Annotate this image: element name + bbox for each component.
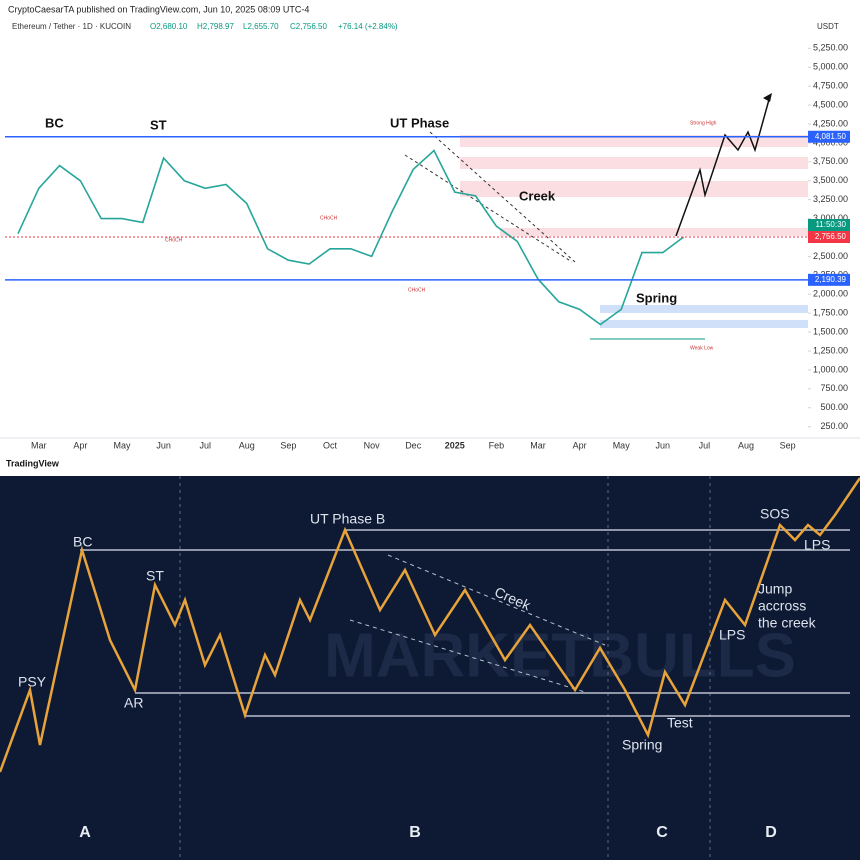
y-tick-label: 4,250.00 — [813, 118, 848, 128]
diagram-note: accross — [758, 598, 806, 614]
diagram-label: Test — [667, 715, 693, 731]
phase: D — [765, 824, 777, 841]
x-tick-label: Mar — [530, 440, 546, 450]
range-lines — [80, 529, 850, 717]
diagram-label: AR — [124, 695, 143, 711]
diagram-label: ST — [146, 568, 164, 584]
phase: A — [79, 824, 91, 841]
x-tick-label: Dec — [405, 440, 422, 450]
channel — [429, 131, 576, 263]
ohlc: O2,680.10 — [150, 22, 188, 31]
x-tick-label: Jun — [156, 440, 171, 450]
y-tick-label: 5,250.00 — [813, 43, 848, 53]
diagram-note: the creek — [758, 615, 817, 631]
y-tick-label: 1,000.00 — [813, 364, 848, 374]
x-tick-label: Jul — [199, 440, 211, 450]
diagram-label: LPS — [719, 627, 745, 643]
diagram-label: PSY — [18, 674, 47, 690]
small-label: CHoCH — [320, 215, 338, 221]
y-tick-label: 3,250.00 — [813, 194, 848, 204]
y-tick-label: 4,500.00 — [813, 99, 848, 109]
x-tick-label: 2025 — [445, 440, 465, 450]
zone — [600, 320, 808, 328]
y-tick-label: 1,500.00 — [813, 326, 848, 336]
watermark: MARKETBULLS — [324, 621, 796, 690]
diagram-label: LPS — [804, 537, 830, 553]
price-tag-label: 4,081.50 — [815, 132, 847, 141]
y-tick-label: 2,500.00 — [813, 251, 848, 261]
y-tick-label: 500.00 — [820, 402, 848, 412]
x-tick-label: Apr — [573, 440, 587, 450]
zone — [500, 228, 808, 236]
y-tick-label: 2,000.00 — [813, 289, 848, 299]
small-label: CHoCH — [165, 237, 183, 243]
x-tick-label: Mar — [31, 440, 47, 450]
x-tick-label: Jun — [656, 440, 671, 450]
projection — [675, 95, 771, 237]
zone — [460, 135, 808, 147]
y-tick-label: 5,000.00 — [813, 62, 848, 72]
phase: C — [656, 824, 668, 841]
annotation: Spring — [636, 290, 677, 305]
y-tick-label: 3,000.00 — [813, 213, 848, 223]
x-tick-label: Oct — [323, 440, 338, 450]
diagram-label: SOS — [760, 506, 790, 522]
separators — [179, 476, 711, 860]
price-line — [17, 149, 685, 326]
publisher: CryptoCaesarTA published on TradingView.… — [8, 4, 309, 14]
change: +76.14 (+2.84%) — [338, 22, 398, 31]
ohlc: C2,756.50 — [290, 22, 327, 31]
x-tick-label: Jul — [699, 440, 711, 450]
small-label: Strong High — [690, 120, 717, 126]
diagram-label: Spring — [622, 737, 662, 753]
y-tick-label: 3,500.00 — [813, 175, 848, 185]
arrow-head — [763, 93, 772, 102]
y-tick-label: 250.00 — [820, 421, 848, 431]
x-tick-label: Aug — [239, 440, 255, 450]
annotation: ST — [150, 117, 167, 132]
small-label: CHoCH — [408, 287, 426, 293]
diagram-bg — [0, 476, 860, 860]
x-tick-label: May — [613, 440, 631, 450]
annotation: BC — [45, 115, 64, 130]
diagram-label: BC — [73, 534, 92, 550]
price-tag-label: 2,756.50 — [815, 232, 847, 241]
price-tag — [808, 130, 850, 143]
x-tick-label: Sep — [780, 440, 796, 450]
x-tick-label: Nov — [364, 440, 381, 450]
price-tag-label: 2,190.39 — [815, 275, 847, 284]
annotation: UT Phase — [390, 115, 449, 130]
phase: B — [409, 824, 421, 841]
x-tick-label: Apr — [73, 440, 87, 450]
x-tick-label: Feb — [489, 440, 505, 450]
currency: USDT — [817, 22, 839, 31]
x-tick-label: May — [113, 440, 131, 450]
zone — [600, 305, 808, 313]
creek-lines — [349, 554, 606, 693]
countdown: 11:50:30 — [815, 220, 846, 229]
annotation: Creek — [519, 188, 556, 203]
ohlc: H2,798.97 — [197, 22, 234, 31]
zone — [460, 181, 808, 197]
diagram-note: Jump — [758, 581, 792, 597]
symbol: Ethereum / Tether · 1D · KUCOIN — [12, 22, 131, 31]
y-tick-label: 750.00 — [820, 383, 848, 393]
x-tick-label: Aug — [738, 440, 754, 450]
ohlc: L2,655.70 — [243, 22, 279, 31]
countdown-tag — [808, 219, 850, 232]
y-tick-label: 1,250.00 — [813, 345, 848, 355]
diagram-label: UT Phase B — [310, 511, 385, 527]
y-tick-label: 3,750.00 — [813, 156, 848, 166]
y-tick-label: 1,750.00 — [813, 308, 848, 318]
price-tag — [808, 231, 850, 244]
y-tick-label: 4,750.00 — [813, 81, 848, 91]
small-label: Weak Low — [690, 345, 714, 351]
x-tick-label: Sep — [280, 440, 296, 450]
wyckoff-path — [0, 477, 860, 773]
footer: TradingView — [6, 458, 60, 468]
price-tag — [808, 273, 850, 286]
zone — [460, 157, 808, 169]
